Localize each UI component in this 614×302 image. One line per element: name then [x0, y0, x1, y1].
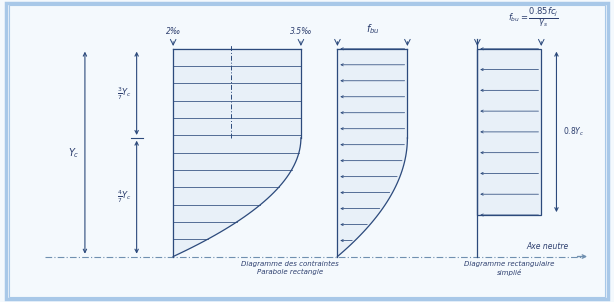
Text: 3.5‰: 3.5‰	[290, 27, 312, 36]
Text: $f_{bu} = \dfrac{0.85fc_j}{\gamma_s}$: $f_{bu} = \dfrac{0.85fc_j}{\gamma_s}$	[508, 5, 559, 29]
Text: $f_{bu}$: $f_{bu}$	[365, 22, 379, 36]
Bar	[477, 49, 542, 215]
Text: 2‰: 2‰	[166, 27, 181, 36]
Text: Axe neutre: Axe neutre	[526, 242, 569, 251]
Text: $0.8Y_c$: $0.8Y_c$	[562, 126, 584, 138]
Text: Diagramme des contraintes
Parabole rectangle: Diagramme des contraintes Parabole recta…	[241, 261, 339, 275]
Text: $Y_c$: $Y_c$	[69, 146, 80, 159]
Text: $\frac{3}{7}Y_c$: $\frac{3}{7}Y_c$	[117, 85, 132, 101]
Polygon shape	[338, 49, 408, 256]
Text: $\frac{4}{7}Y_c$: $\frac{4}{7}Y_c$	[117, 189, 132, 205]
Text: Diagramme rectangulaire
simplié: Diagramme rectangulaire simplié	[464, 261, 554, 276]
Polygon shape	[173, 49, 301, 256]
